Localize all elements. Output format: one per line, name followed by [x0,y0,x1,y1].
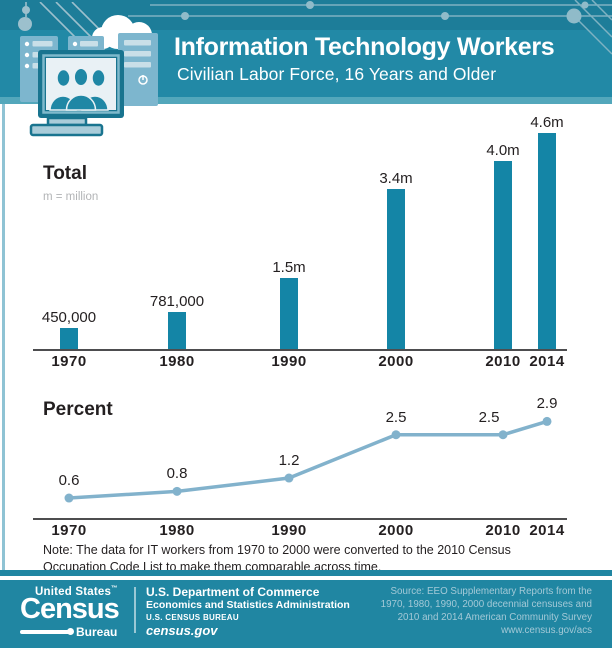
content-left-accent [2,104,5,570]
source-url-link[interactable]: www.census.gov/acs [501,624,592,636]
line-year-label: 2000 [378,522,414,539]
line-value-label: 0.6 [58,472,80,490]
line-year-label: 2010 [485,522,521,539]
bar [387,189,405,349]
bar-value-label: 3.4m [379,170,413,187]
source-attribution: Source: EEO Supplementary Reports from t… [381,586,592,638]
logo-united-states: United States [35,585,112,598]
source-line: Source: EEO Supplementary Reports from t… [390,586,592,597]
monitor-people-icon [18,2,158,137]
line-value-label: 1.2 [278,452,300,470]
bar-chart-title: Total [43,163,87,184]
logo-bureau: Bureau [76,624,118,639]
bar-value-label: 4.0m [486,142,520,159]
bar [494,161,512,349]
circuit-pattern-icon [128,0,612,55]
power-icon [138,75,148,85]
bar-value-label: 450,000 [41,309,97,326]
logo-underline [20,628,74,636]
line-series [68,419,548,500]
source-line: 1970, 1980, 1990, 2000 decennial censuse… [380,598,592,610]
line-value-label: 2.9 [536,395,558,413]
bar-year-label: 2014 [529,353,565,370]
bar-year-label: 1980 [159,353,195,370]
line-chart-plot [64,416,552,503]
dept-of-commerce: U.S. Department of Commerce [146,585,320,599]
census-bureau-logo: United States™ Census Bureau [20,585,130,639]
line-year-label: 2014 [529,522,565,539]
data-point-marker [284,473,294,483]
footer-divider-strip [0,570,612,576]
bar-year-label: 1990 [271,353,307,370]
bar-chart: 450,000 1970 781,000 1980 1.5m 1990 3.4m 2000 4.… [33,114,567,370]
data-point-marker [172,486,182,496]
data-point-marker [391,430,401,440]
bar-value-label: 4.6m [530,114,564,131]
header-bottom-strip [0,97,612,104]
line-value-label: 2.5 [478,408,500,426]
us-census-bureau: U.S. CENSUS BUREAU [146,613,239,623]
line-chart-title: Percent [43,399,113,420]
bar-value-label: 1.5m [272,259,306,276]
logo-census: Census [20,592,120,625]
bar-year-label: 2010 [485,353,521,370]
trademark-symbol: ™ [111,585,118,592]
bar-value-label: 781,000 [149,293,205,310]
source-line: 2010 and 2014 American Community Survey [397,611,592,623]
footer-vertical-divider [134,587,136,633]
line-value-label: 0.8 [166,465,188,483]
data-point-marker [498,430,508,440]
line-chart: 0.6 1970 0.8 1980 1.2 1990 2.5 2000 2.5 2010 2.9 20… [33,395,567,539]
census-gov-link[interactable]: census.gov [146,623,218,639]
bar [60,328,78,349]
line-year-label: 1990 [271,522,307,539]
page-subtitle: Civilian Labor Force, 16 Years and Older [177,64,497,84]
bar-year-label: 1970 [51,353,87,370]
page-title: Information Technology Workers [174,33,555,61]
line-value-label: 2.5 [385,408,407,426]
data-point-marker [542,416,552,426]
people-icon [49,67,109,111]
footer: United States™ Census Bureau U.S. Depart… [0,580,612,648]
bar [280,278,298,349]
bar-year-label: 2000 [378,353,414,370]
line-year-label: 1970 [51,522,87,539]
data-point-marker [64,493,74,503]
economics-statistics: Economics and Statistics Administration [146,599,350,612]
unit-note: m = million [43,191,99,203]
commerce-block: U.S. Department of Commerce Economics an… [146,585,350,639]
bar [538,133,556,349]
line-year-label: 1980 [159,522,195,539]
bar [168,312,186,349]
